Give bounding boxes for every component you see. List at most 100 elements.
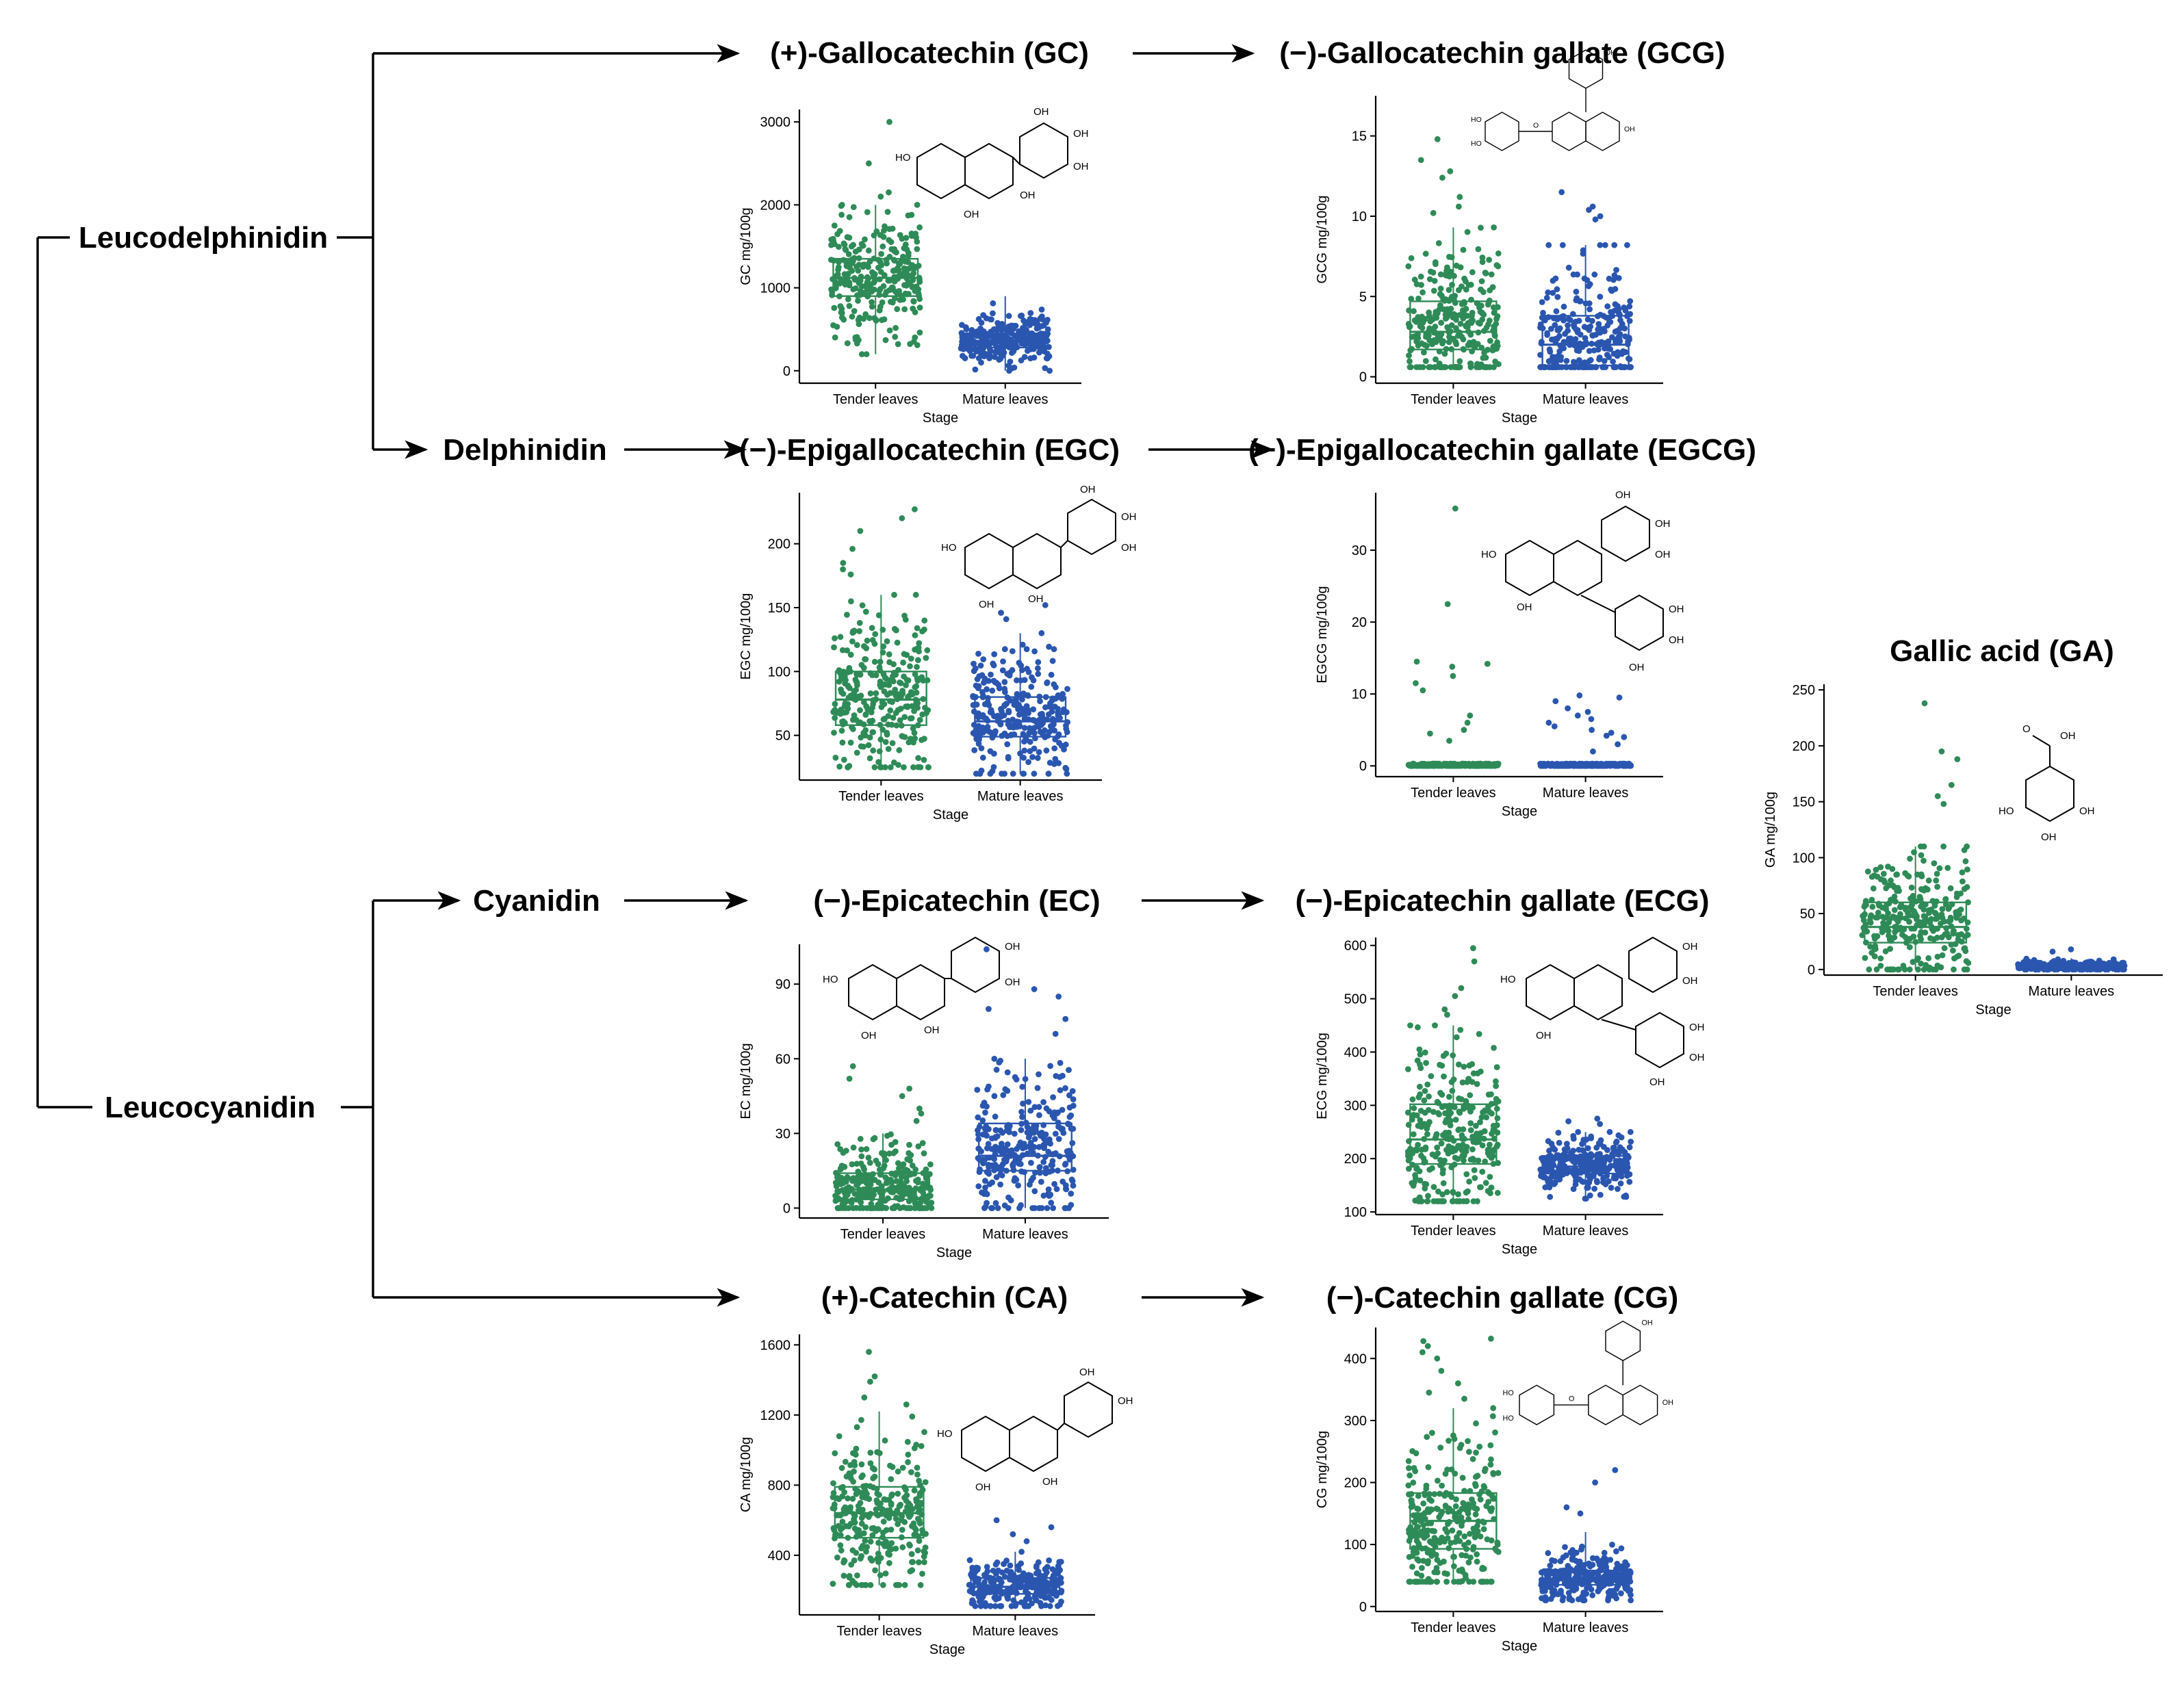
data-point — [898, 1174, 905, 1180]
data-point — [981, 1579, 988, 1585]
data-point — [982, 1600, 988, 1607]
data-point — [1435, 1188, 1441, 1195]
data-point — [1597, 294, 1604, 300]
data-point — [975, 740, 982, 747]
data-point — [871, 278, 878, 285]
outlier-point — [1455, 1380, 1461, 1386]
data-point — [886, 1559, 892, 1566]
data-point — [1405, 1458, 1412, 1464]
data-point — [844, 647, 850, 653]
data-point — [924, 677, 931, 684]
data-point — [993, 1570, 999, 1577]
outlier-point — [1055, 994, 1062, 1000]
data-point — [859, 1582, 866, 1588]
data-point — [1422, 250, 1429, 257]
data-point — [920, 1189, 926, 1196]
data-point — [1467, 1531, 1473, 1537]
data-point — [890, 661, 897, 668]
data-point — [1450, 335, 1457, 342]
data-point — [975, 723, 982, 729]
data-point — [846, 664, 853, 671]
data-point — [895, 1490, 901, 1497]
data-point — [1023, 1596, 1029, 1603]
data-point — [1051, 761, 1057, 767]
data-point — [1018, 1127, 1025, 1133]
data-point — [1490, 1495, 1497, 1502]
data-point — [1485, 1489, 1491, 1496]
data-point — [892, 324, 899, 331]
data-point — [862, 1494, 869, 1501]
data-point — [1010, 1162, 1016, 1168]
data-point — [1449, 1527, 1456, 1534]
data-point — [1042, 1602, 1049, 1609]
data-point — [1051, 1109, 1058, 1116]
node-leucodelphinidin: Leucodelphinidin — [79, 221, 328, 255]
data-point — [915, 1143, 922, 1150]
outlier-point — [1439, 174, 1446, 181]
data-point — [857, 707, 863, 714]
data-point — [872, 1567, 878, 1574]
data-point — [1405, 1482, 1412, 1489]
data-point — [1415, 1492, 1422, 1499]
data-point — [1435, 240, 1442, 246]
outlier-point — [1589, 727, 1595, 734]
data-point — [1476, 1443, 1483, 1450]
data-point — [1487, 1442, 1494, 1449]
series-ca-tender — [830, 1349, 929, 1588]
outlier-point — [1452, 505, 1459, 512]
data-point — [1624, 242, 1630, 248]
data-point — [901, 1582, 908, 1588]
data-point — [1472, 1175, 1478, 1181]
data-point — [1446, 339, 1452, 346]
data-point — [1588, 1133, 1595, 1140]
data-point — [1477, 1533, 1484, 1540]
data-point — [1011, 364, 1018, 371]
data-point — [847, 1520, 854, 1527]
data-point — [901, 714, 908, 721]
outlier-point — [1615, 741, 1621, 748]
outlier-point — [1552, 698, 1559, 705]
y-tick-label: 400 — [1344, 1045, 1367, 1060]
data-point — [907, 1542, 913, 1549]
data-point — [850, 1478, 856, 1485]
data-point — [847, 692, 854, 699]
data-point — [1020, 1100, 1026, 1107]
data-point — [866, 315, 873, 322]
data-point — [1593, 331, 1600, 338]
data-point — [1455, 1127, 1462, 1133]
data-point — [1014, 677, 1020, 684]
data-point — [834, 1554, 840, 1561]
data-point — [1465, 342, 1472, 348]
data-point — [897, 297, 903, 303]
data-point — [1019, 1114, 1025, 1120]
data-point — [1426, 325, 1433, 332]
data-point — [1012, 1156, 1019, 1163]
data-point — [922, 1479, 929, 1486]
data-point — [1066, 1113, 1073, 1120]
data-point — [1610, 1571, 1617, 1578]
gc-structure-icon: HO OH OH OH OH OH — [895, 106, 1089, 220]
data-point — [910, 298, 917, 305]
data-point — [1463, 1171, 1470, 1178]
data-point — [843, 677, 849, 684]
outlier-point — [1456, 194, 1463, 200]
data-point — [1494, 1540, 1501, 1546]
outlier-point — [1438, 1368, 1445, 1374]
data-point — [1554, 286, 1560, 293]
data-point — [1040, 1099, 1046, 1105]
data-point — [1571, 1160, 1578, 1166]
data-point — [994, 333, 1001, 339]
outlier-point — [866, 1349, 872, 1355]
x-tick-label: Tender leaves — [836, 1624, 922, 1639]
data-point — [1416, 1046, 1423, 1052]
data-point — [1013, 699, 1020, 705]
data-point — [1619, 1158, 1626, 1165]
data-point — [850, 204, 857, 211]
data-point — [1548, 326, 1554, 332]
outlier-point — [877, 193, 884, 200]
data-point — [1573, 295, 1580, 302]
data-point — [1467, 1127, 1474, 1133]
data-point — [859, 602, 866, 609]
x-axis-label-ecg: Stage — [1502, 1242, 1537, 1257]
data-point — [1581, 275, 1588, 282]
